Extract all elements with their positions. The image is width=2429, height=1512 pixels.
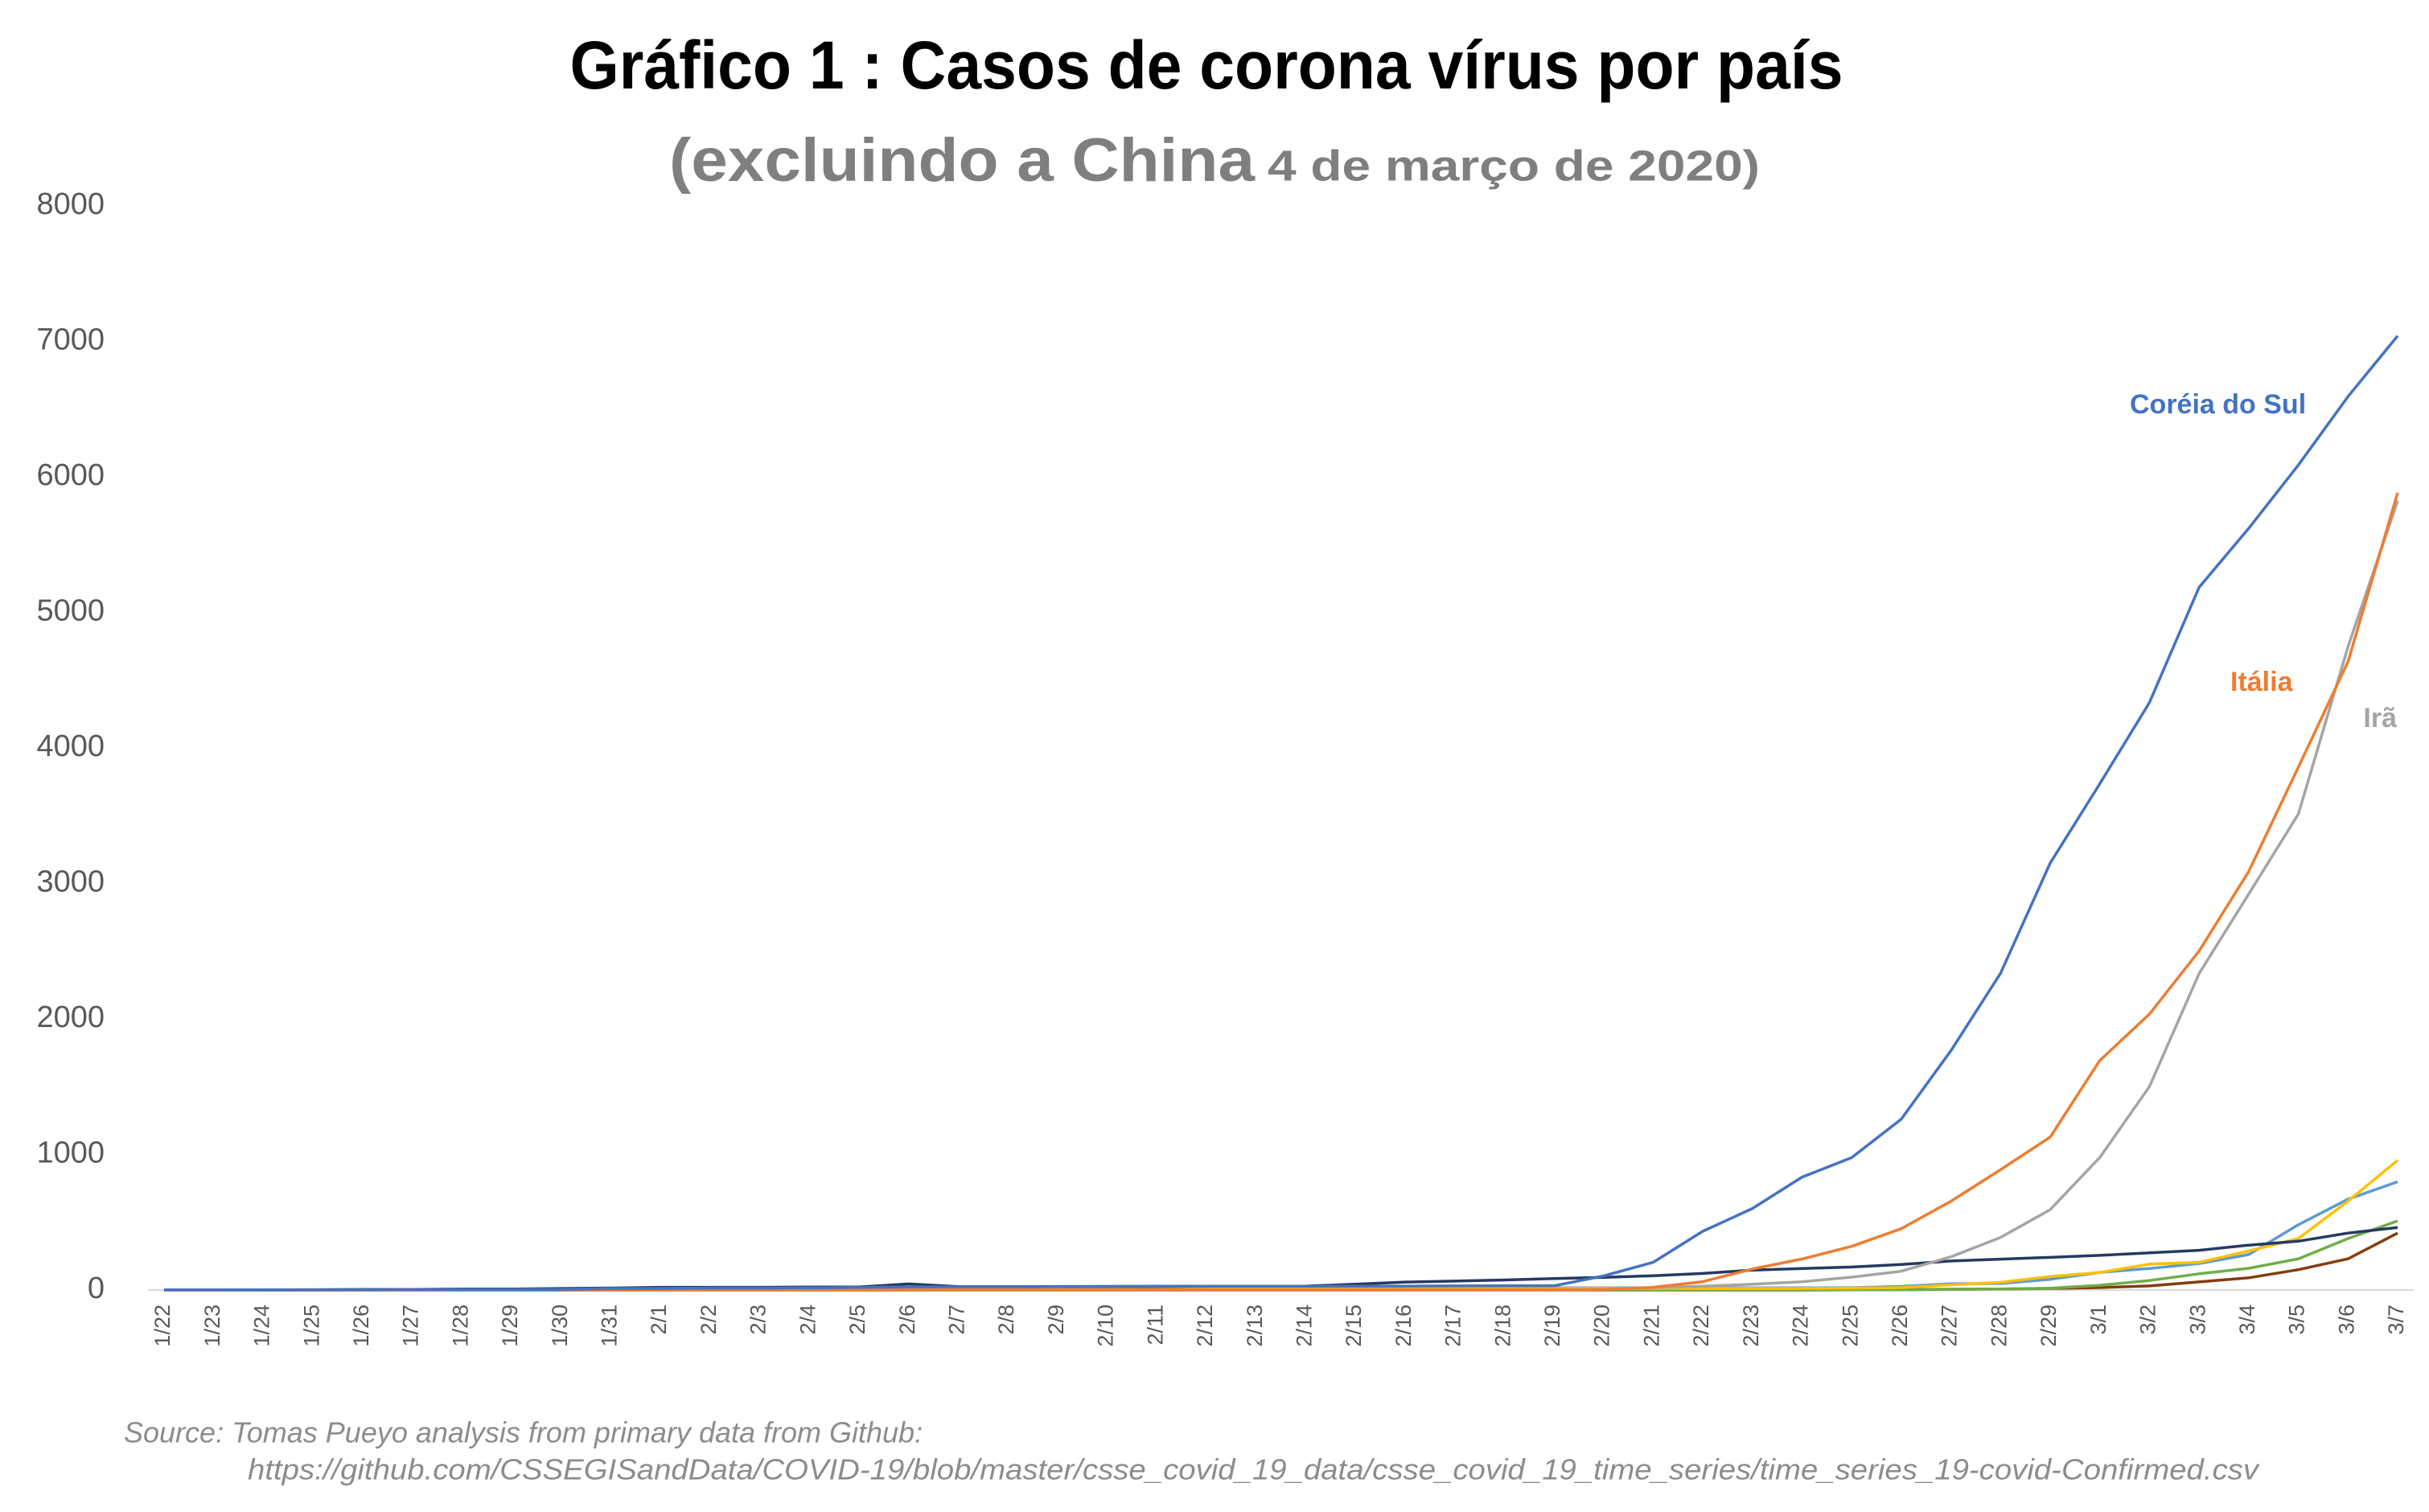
series-line (163, 1226, 2398, 1292)
x-tick-label: 2/21 (1639, 1305, 1663, 1347)
series-line (164, 1159, 2399, 1292)
x-tick-label: 2/25 (1838, 1305, 1862, 1347)
y-tick-label: 8000 (36, 187, 105, 221)
x-tick-label: 2/4 (795, 1305, 820, 1335)
x-tick-label: 2/15 (1342, 1305, 1366, 1347)
source-url: https://github.com/CSSEGISandData/COVID-… (248, 1453, 2260, 1486)
series-label: Irã (2363, 703, 2397, 733)
x-tick-label: 1/25 (299, 1305, 323, 1347)
x-tick-label: 2/10 (1094, 1305, 1118, 1347)
x-tick-label: 2/2 (697, 1305, 721, 1335)
x-tick-label: 2/24 (1789, 1305, 1813, 1347)
chart-title: Gráfico 1 : Casos de corona vírus por pa… (570, 27, 1843, 103)
x-tick-label: 2/26 (1888, 1305, 1912, 1347)
y-tick-label: 4000 (36, 729, 105, 763)
x-tick-label: 1/31 (598, 1305, 622, 1347)
y-tick-label: 6000 (36, 458, 105, 492)
x-tick-label: 2/29 (2036, 1305, 2061, 1347)
series-label: Coréia do Sul (2130, 389, 2306, 420)
x-tick-label: 2/22 (1689, 1305, 1713, 1347)
y-tick-label: 0 (88, 1272, 105, 1305)
x-tick-label: 2/18 (1490, 1305, 1515, 1347)
x-tick-label: 2/5 (845, 1305, 869, 1335)
x-tick-label: 2/20 (1590, 1305, 1614, 1347)
x-tick-label: 2/1 (647, 1305, 671, 1335)
y-tick-label: 3000 (36, 865, 105, 899)
chart-subtitle-date: 4 de março de 2020) (1268, 142, 1760, 190)
series-line (164, 335, 2399, 1292)
x-tick-label: 2/11 (1143, 1305, 1167, 1346)
x-tick-label: 3/2 (2136, 1305, 2160, 1335)
source-note: Source: Tomas Pueyo analysis from primar… (124, 1416, 923, 1449)
x-tick-label: 2/19 (1540, 1305, 1564, 1347)
x-tick-label: 3/6 (2334, 1305, 2358, 1335)
y-tick-label: 2000 (36, 1000, 105, 1034)
x-tick-label: 1/22 (150, 1305, 175, 1347)
x-tick-label: 3/7 (2384, 1305, 2408, 1335)
x-tick-label: 2/8 (994, 1305, 1018, 1335)
x-tick-label: 3/4 (2235, 1305, 2259, 1335)
x-tick-label: 2/14 (1292, 1305, 1316, 1347)
x-tick-label: 3/3 (2185, 1305, 2209, 1335)
series-line (164, 492, 2399, 1292)
series-line (164, 1231, 2398, 1292)
x-tick-label: 3/5 (2285, 1305, 2309, 1335)
x-tick-label: 2/12 (1193, 1305, 1217, 1347)
x-tick-label: 1/30 (548, 1305, 572, 1347)
y-tick-label: 1000 (36, 1136, 105, 1170)
x-tick-label: 2/3 (746, 1305, 771, 1335)
x-tick-label: 2/13 (1243, 1305, 1267, 1347)
x-tick-label: 2/23 (1739, 1305, 1763, 1347)
x-tick-label: 1/29 (498, 1305, 522, 1347)
x-tick-label: 2/7 (945, 1305, 969, 1335)
series-line (164, 500, 2399, 1292)
x-tick-label: 2/6 (895, 1305, 919, 1335)
y-tick-label: 7000 (36, 323, 105, 357)
chart-subtitle: (excluindo a China (669, 126, 1256, 195)
x-tick-label: 2/17 (1441, 1305, 1465, 1347)
x-tick-label: 1/24 (250, 1305, 274, 1347)
x-tick-label: 3/1 (2086, 1305, 2110, 1335)
y-tick-label: 5000 (36, 594, 105, 628)
x-tick-label: 1/26 (349, 1305, 373, 1347)
x-tick-label: 1/27 (399, 1305, 423, 1347)
series-label: Itália (2230, 667, 2294, 697)
x-tick-label: 2/16 (1391, 1305, 1416, 1347)
x-tick-label: 2/27 (1938, 1305, 1962, 1347)
x-tick-label: 1/23 (200, 1305, 224, 1347)
x-tick-label: 2/9 (1044, 1305, 1068, 1335)
x-tick-label: 1/28 (448, 1305, 472, 1347)
x-tick-label: 2/28 (1987, 1305, 2011, 1347)
